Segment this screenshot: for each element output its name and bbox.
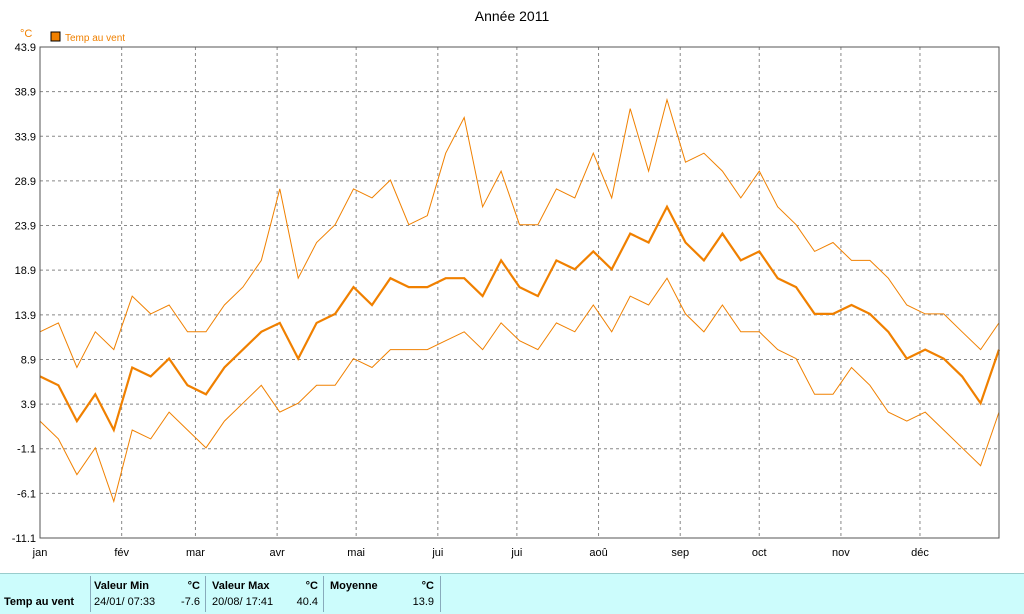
y-tick-label: 33.9 [15,131,36,143]
stats-row-label: Temp au vent [4,596,75,608]
y-tick-label: 18.9 [15,265,36,277]
y-tick-label: 13.9 [15,310,36,322]
min-header: Valeur Min [94,580,150,592]
min-unit-header: °C [187,580,200,592]
chart-title: Année 2011 [475,8,550,24]
max-value: 40.4 [296,596,318,608]
x-tick-label: aoû [589,547,607,559]
x-tick-label: avr [269,547,285,559]
x-tick-label: jan [32,547,48,559]
avg-unit-header: °C [421,580,434,592]
avg-header: Moyenne [330,580,378,592]
x-tick-labels: jan fév mar avr mai jui jui aoû sep oct nov déc [32,547,930,559]
y-tick-label: 43.9 [15,42,36,54]
x-tick-label: sep [671,547,689,559]
y-tick-label: 23.9 [15,221,36,233]
grid [40,47,999,538]
legend-label: Temp au vent [65,33,125,44]
min-datetime: 24/01/ 07:33 [94,596,156,608]
avg-value: 13.9 [412,596,434,608]
y-tick-label: 8.9 [21,354,36,366]
series-lines [39,97,1001,504]
max-unit-header: °C [305,580,318,592]
y-tick-label: 38.9 [15,87,36,99]
y-tick-label: 3.9 [21,399,36,411]
x-tick-label: oct [752,547,767,559]
stats-panel: Temp au vent Valeur Min °C 24/01/ 07:33 … [0,573,1024,614]
x-tick-label: mai [347,547,365,559]
max-header: Valeur Max [212,580,270,592]
y-tick-labels: 43.9 38.9 33.9 28.9 23.9 18.9 13.9 8.9 3.9 -1.1 -6… [12,42,36,545]
x-tick-label: fév [114,547,129,559]
series-max-line [39,97,1000,369]
series-mean-line [39,204,1001,433]
y-tick-label: -11.1 [12,533,36,545]
y-axis-unit-label: °C [20,28,32,40]
series-min-line [39,277,1000,504]
x-tick-label: mar [186,547,205,559]
max-datetime: 20/08/ 17:41 [212,596,274,608]
plot-frame [39,46,1000,539]
min-value: -7.6 [181,596,200,608]
x-tick-label: déc [911,547,929,559]
x-tick-label: nov [832,547,850,559]
x-tick-label: jui [510,547,522,559]
x-tick-label: jui [431,547,443,559]
legend-swatch [50,31,61,42]
y-tick-label: -1.1 [17,444,36,456]
y-tick-label: 28.9 [15,176,36,188]
y-tick-label: -6.1 [17,488,36,500]
temperature-chart: Année 2011 °C Temp au vent 43.9 38.9 33.9 2… [12,8,1001,559]
